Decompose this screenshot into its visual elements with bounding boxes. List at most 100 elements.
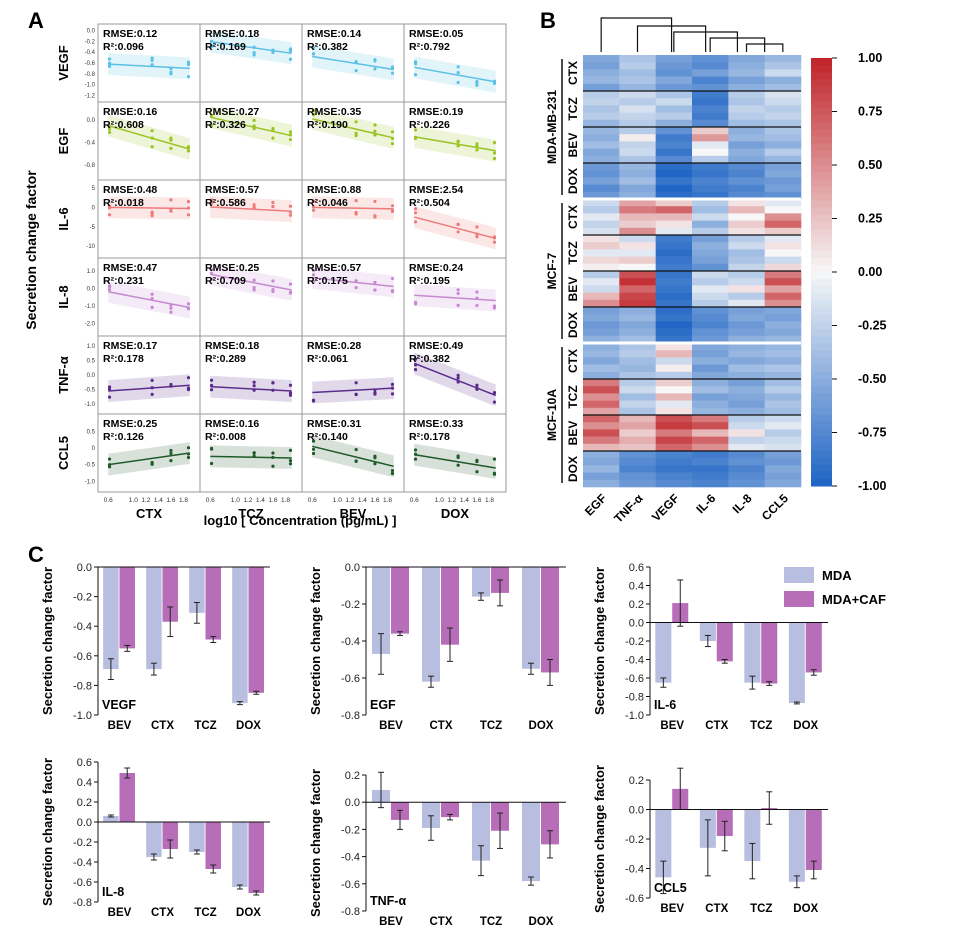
bar	[655, 622, 672, 683]
heatmap-cell	[583, 83, 620, 92]
category-label: BEV	[660, 720, 684, 732]
heatmap-cell	[692, 213, 729, 221]
cell-frame	[199, 101, 303, 181]
drug-row-label: BEV	[566, 133, 580, 158]
heatmap-cell	[764, 263, 802, 272]
regression-line	[413, 362, 497, 397]
heatmap-cell	[619, 83, 656, 92]
x-tick-label: 0.6	[308, 497, 317, 504]
x-tick-label: 0.6	[410, 497, 419, 504]
rmse-label: RMSE:0.25	[205, 262, 259, 274]
x-tick-label: 1.4	[358, 497, 367, 504]
heatmap-cell	[728, 357, 765, 365]
rmse-label: RMSE:0.88	[307, 184, 361, 196]
y-tick-label: 0.0	[87, 286, 96, 292]
heatmap-cell	[728, 314, 765, 322]
data-point	[354, 286, 358, 290]
colorbar-step	[811, 200, 832, 209]
heatmap-cell	[692, 343, 729, 351]
data-point	[413, 136, 418, 140]
heatmap-cell	[728, 364, 765, 373]
heatmap-cell	[655, 256, 693, 265]
data-point	[209, 271, 214, 275]
heatmap-cell	[583, 242, 620, 250]
heatmap-cell	[583, 163, 620, 171]
data-point	[311, 273, 316, 277]
data-point	[150, 296, 154, 301]
data-point	[492, 156, 497, 161]
drug-label: TCZ	[238, 506, 263, 521]
data-point	[456, 380, 460, 384]
heatmap-cell	[619, 227, 656, 236]
heatmap-cell	[655, 242, 693, 250]
heatmap-cell	[692, 55, 729, 63]
data-point	[169, 67, 173, 71]
rmse-label: RMSE:0.19	[409, 106, 463, 118]
drug-row-label: DOX	[566, 312, 580, 338]
heatmap-cell	[655, 335, 693, 344]
heatmap-cell	[655, 357, 693, 365]
heatmap-cell	[692, 458, 729, 466]
heatmap-cell	[655, 220, 693, 229]
data-point	[475, 303, 479, 308]
colorbar-step	[811, 450, 832, 458]
y-tick-label: -0.8	[625, 692, 644, 704]
heatmap-cell	[619, 443, 656, 452]
colorbar-step	[811, 136, 832, 145]
y-tick-label: -1.0	[85, 304, 96, 310]
data-point	[413, 73, 418, 77]
data-point	[475, 232, 479, 236]
heatmap-cell	[692, 98, 729, 106]
r2-label: R²:0.792	[409, 41, 450, 53]
drug-row-label: CTX	[566, 205, 580, 229]
heatmap-cell	[692, 407, 729, 416]
heatmap-cell	[692, 119, 729, 128]
colorbar-step	[811, 72, 832, 80]
data-point	[413, 448, 418, 452]
data-point	[271, 451, 275, 455]
heatmap-cell	[692, 451, 729, 459]
heatmap-cell	[764, 69, 802, 77]
y-tick-label: 1.0	[87, 269, 96, 275]
bar	[162, 822, 178, 849]
r2-label: R²:0.178	[409, 431, 450, 443]
heatmap-cell	[692, 314, 729, 322]
heatmap-cell	[583, 436, 620, 445]
panel-a-regression-grid: VEGF 0.0 -0.2 -0.4 -0.6 -0.8 -1.0 -1.2 RMSE:0.12…	[56, 23, 507, 521]
heatmap-cell	[583, 364, 620, 373]
heatmap-column-label: TNF-α	[611, 491, 646, 526]
heatmap-cell	[583, 263, 620, 272]
heatmap-cell	[583, 112, 620, 121]
heatmap-column-label: EGF	[582, 491, 609, 518]
heatmap-cell	[728, 285, 765, 293]
rmse-label: RMSE:0.33	[409, 418, 463, 430]
data-point	[169, 146, 173, 150]
colorbar-step	[811, 300, 832, 309]
heatmap-cell	[692, 472, 729, 481]
colorbar-step	[811, 428, 832, 437]
colorbar-step	[811, 264, 832, 273]
data-point	[311, 208, 316, 212]
data-point	[390, 142, 395, 146]
heatmap-cell	[583, 62, 620, 70]
category-label: BEV	[379, 916, 403, 928]
heatmap-cell	[692, 220, 729, 229]
colorbar-tick-label: 0.00	[858, 265, 882, 279]
data-point	[150, 386, 154, 390]
heatmap-cell	[764, 148, 802, 157]
data-point	[373, 199, 377, 204]
heatmap-cell	[619, 148, 656, 157]
cell-frame	[199, 335, 303, 415]
regression-line	[210, 385, 292, 392]
data-point	[311, 439, 316, 443]
heatmap-cell	[764, 458, 802, 466]
data-point	[150, 136, 154, 140]
heatmap-cell	[728, 141, 765, 149]
regression-line	[414, 216, 496, 240]
data-point	[413, 128, 418, 132]
heatmap-cell	[764, 314, 802, 322]
y-tick-label: 0.0	[345, 797, 360, 809]
heatmap-column-label: IL-6	[693, 491, 718, 516]
data-point	[311, 205, 316, 209]
heatmap-cell	[583, 321, 620, 329]
